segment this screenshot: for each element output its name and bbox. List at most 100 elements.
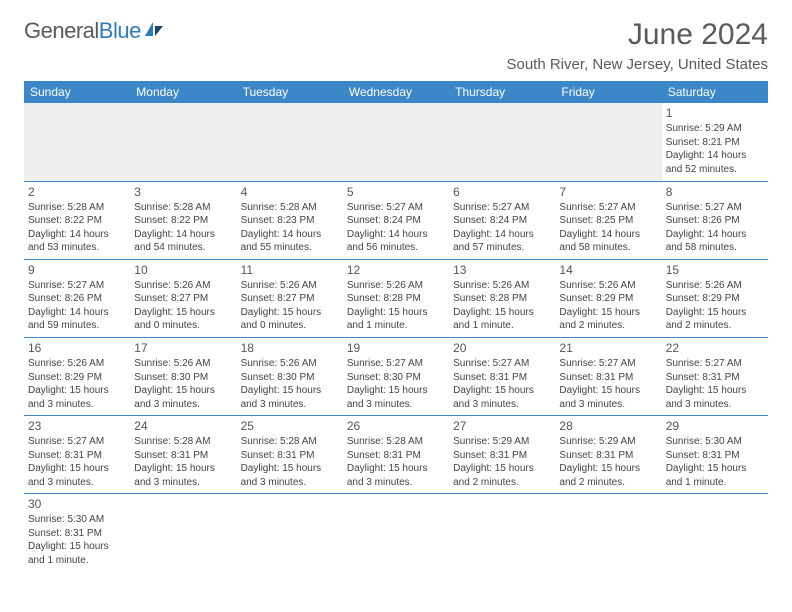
sunrise-text: Sunrise: 5:26 AM xyxy=(241,357,339,371)
sunrise-text: Sunrise: 5:30 AM xyxy=(666,435,764,449)
sunset-text: Sunset: 8:23 PM xyxy=(241,214,339,228)
day-number: 9 xyxy=(28,262,126,278)
sunset-text: Sunset: 8:30 PM xyxy=(241,371,339,385)
sunset-text: Sunset: 8:31 PM xyxy=(241,449,339,463)
calendar-cell: 17Sunrise: 5:26 AMSunset: 8:30 PMDayligh… xyxy=(130,337,236,415)
sunrise-text: Sunrise: 5:26 AM xyxy=(453,279,551,293)
sunrise-text: Sunrise: 5:27 AM xyxy=(666,357,764,371)
weekday-header-row: Sunday Monday Tuesday Wednesday Thursday… xyxy=(24,81,768,103)
day-number: 5 xyxy=(347,184,445,200)
sunrise-text: Sunrise: 5:29 AM xyxy=(559,435,657,449)
day-number: 28 xyxy=(559,418,657,434)
sunset-text: Sunset: 8:31 PM xyxy=(666,371,764,385)
day-number: 4 xyxy=(241,184,339,200)
calendar-cell: 23Sunrise: 5:27 AMSunset: 8:31 PMDayligh… xyxy=(24,416,130,494)
sunset-text: Sunset: 8:29 PM xyxy=(666,292,764,306)
sunrise-text: Sunrise: 5:27 AM xyxy=(559,201,657,215)
sunrise-text: Sunrise: 5:27 AM xyxy=(28,279,126,293)
calendar-cell: 13Sunrise: 5:26 AMSunset: 8:28 PMDayligh… xyxy=(449,259,555,337)
sunrise-text: Sunrise: 5:28 AM xyxy=(241,201,339,215)
logo-accent: Blue xyxy=(99,18,141,43)
day-number: 1 xyxy=(666,105,764,121)
weekday-header: Tuesday xyxy=(237,81,343,103)
day-number: 18 xyxy=(241,340,339,356)
calendar-week-row: 23Sunrise: 5:27 AMSunset: 8:31 PMDayligh… xyxy=(24,416,768,494)
calendar-cell xyxy=(237,103,343,181)
sunrise-text: Sunrise: 5:28 AM xyxy=(241,435,339,449)
sunrise-text: Sunrise: 5:28 AM xyxy=(134,201,232,215)
sunrise-text: Sunrise: 5:27 AM xyxy=(666,201,764,215)
calendar-cell xyxy=(449,494,555,572)
day-number: 21 xyxy=(559,340,657,356)
sunrise-text: Sunrise: 5:26 AM xyxy=(134,279,232,293)
sunset-text: Sunset: 8:26 PM xyxy=(28,292,126,306)
sunrise-text: Sunrise: 5:27 AM xyxy=(453,357,551,371)
day-number: 14 xyxy=(559,262,657,278)
day-number: 3 xyxy=(134,184,232,200)
sunset-text: Sunset: 8:31 PM xyxy=(28,449,126,463)
day-number: 13 xyxy=(453,262,551,278)
calendar-cell: 19Sunrise: 5:27 AMSunset: 8:30 PMDayligh… xyxy=(343,337,449,415)
calendar-cell xyxy=(449,103,555,181)
calendar-cell: 10Sunrise: 5:26 AMSunset: 8:27 PMDayligh… xyxy=(130,259,236,337)
sunset-text: Sunset: 8:24 PM xyxy=(453,214,551,228)
calendar-cell: 5Sunrise: 5:27 AMSunset: 8:24 PMDaylight… xyxy=(343,181,449,259)
calendar-cell xyxy=(555,494,661,572)
sunset-text: Sunset: 8:21 PM xyxy=(666,136,764,150)
day-number: 7 xyxy=(559,184,657,200)
calendar-body: 1Sunrise: 5:29 AMSunset: 8:21 PMDaylight… xyxy=(24,103,768,572)
daylight-text: Daylight: 14 hours and 57 minutes. xyxy=(453,228,551,255)
calendar-table: Sunday Monday Tuesday Wednesday Thursday… xyxy=(24,81,768,572)
daylight-text: Daylight: 14 hours and 54 minutes. xyxy=(134,228,232,255)
calendar-cell xyxy=(343,103,449,181)
calendar-week-row: 16Sunrise: 5:26 AMSunset: 8:29 PMDayligh… xyxy=(24,337,768,415)
calendar-cell: 26Sunrise: 5:28 AMSunset: 8:31 PMDayligh… xyxy=(343,416,449,494)
calendar-cell: 25Sunrise: 5:28 AMSunset: 8:31 PMDayligh… xyxy=(237,416,343,494)
calendar-cell: 30Sunrise: 5:30 AMSunset: 8:31 PMDayligh… xyxy=(24,494,130,572)
sunset-text: Sunset: 8:29 PM xyxy=(28,371,126,385)
calendar-cell xyxy=(130,494,236,572)
daylight-text: Daylight: 15 hours and 1 minute. xyxy=(666,462,764,489)
calendar-cell: 4Sunrise: 5:28 AMSunset: 8:23 PMDaylight… xyxy=(237,181,343,259)
sunrise-text: Sunrise: 5:26 AM xyxy=(347,279,445,293)
sunrise-text: Sunrise: 5:27 AM xyxy=(347,357,445,371)
daylight-text: Daylight: 15 hours and 1 minute. xyxy=(28,540,126,567)
calendar-week-row: 9Sunrise: 5:27 AMSunset: 8:26 PM Daylight… xyxy=(24,259,768,337)
calendar-cell: 15Sunrise: 5:26 AMSunset: 8:29 PMDayligh… xyxy=(662,259,768,337)
daylight-text: Daylight: 14 hours and 58 minutes. xyxy=(559,228,657,255)
sunrise-text: Sunrise: 5:28 AM xyxy=(134,435,232,449)
sail-icon xyxy=(143,20,165,43)
day-number: 19 xyxy=(347,340,445,356)
daylight-text: Daylight: 15 hours and 2 minutes. xyxy=(453,462,551,489)
sunset-text: Sunset: 8:26 PM xyxy=(666,214,764,228)
daylight-text: Daylight: 15 hours and 1 minute. xyxy=(347,306,445,333)
daylight-text: Daylight: 15 hours and 2 minutes. xyxy=(559,462,657,489)
day-number: 8 xyxy=(666,184,764,200)
calendar-cell: 1Sunrise: 5:29 AMSunset: 8:21 PMDaylight… xyxy=(662,103,768,181)
day-number: 29 xyxy=(666,418,764,434)
daylight-text: Daylight: 15 hours and 3 minutes. xyxy=(134,462,232,489)
sunset-text: Sunset: 8:22 PM xyxy=(134,214,232,228)
calendar-cell xyxy=(130,103,236,181)
sunset-text: Sunset: 8:31 PM xyxy=(28,527,126,541)
daylight-text: Daylight: 14 hours and 52 minutes. xyxy=(666,149,764,176)
calendar-week-row: 1Sunrise: 5:29 AMSunset: 8:21 PMDaylight… xyxy=(24,103,768,181)
sunrise-text: Sunrise: 5:26 AM xyxy=(241,279,339,293)
calendar-cell: 2Sunrise: 5:28 AMSunset: 8:22 PMDaylight… xyxy=(24,181,130,259)
sunset-text: Sunset: 8:31 PM xyxy=(347,449,445,463)
weekday-header: Monday xyxy=(130,81,236,103)
sunrise-text: Sunrise: 5:26 AM xyxy=(134,357,232,371)
sunset-text: Sunset: 8:31 PM xyxy=(453,371,551,385)
sunrise-text: Sunrise: 5:27 AM xyxy=(559,357,657,371)
daylight-text: Daylight: 14 hours and 56 minutes. xyxy=(347,228,445,255)
sunrise-text: Sunrise: 5:30 AM xyxy=(28,513,126,527)
day-number: 27 xyxy=(453,418,551,434)
calendar-cell: 29Sunrise: 5:30 AMSunset: 8:31 PMDayligh… xyxy=(662,416,768,494)
title-block: June 2024 South River, New Jersey, Unite… xyxy=(506,18,768,73)
calendar-cell: 22Sunrise: 5:27 AMSunset: 8:31 PMDayligh… xyxy=(662,337,768,415)
day-number: 30 xyxy=(28,496,126,512)
calendar-cell: 6Sunrise: 5:27 AMSunset: 8:24 PMDaylight… xyxy=(449,181,555,259)
calendar-cell xyxy=(343,494,449,572)
calendar-cell: 9Sunrise: 5:27 AMSunset: 8:26 PMDaylight… xyxy=(24,259,130,337)
calendar-cell: 24Sunrise: 5:28 AMSunset: 8:31 PMDayligh… xyxy=(130,416,236,494)
